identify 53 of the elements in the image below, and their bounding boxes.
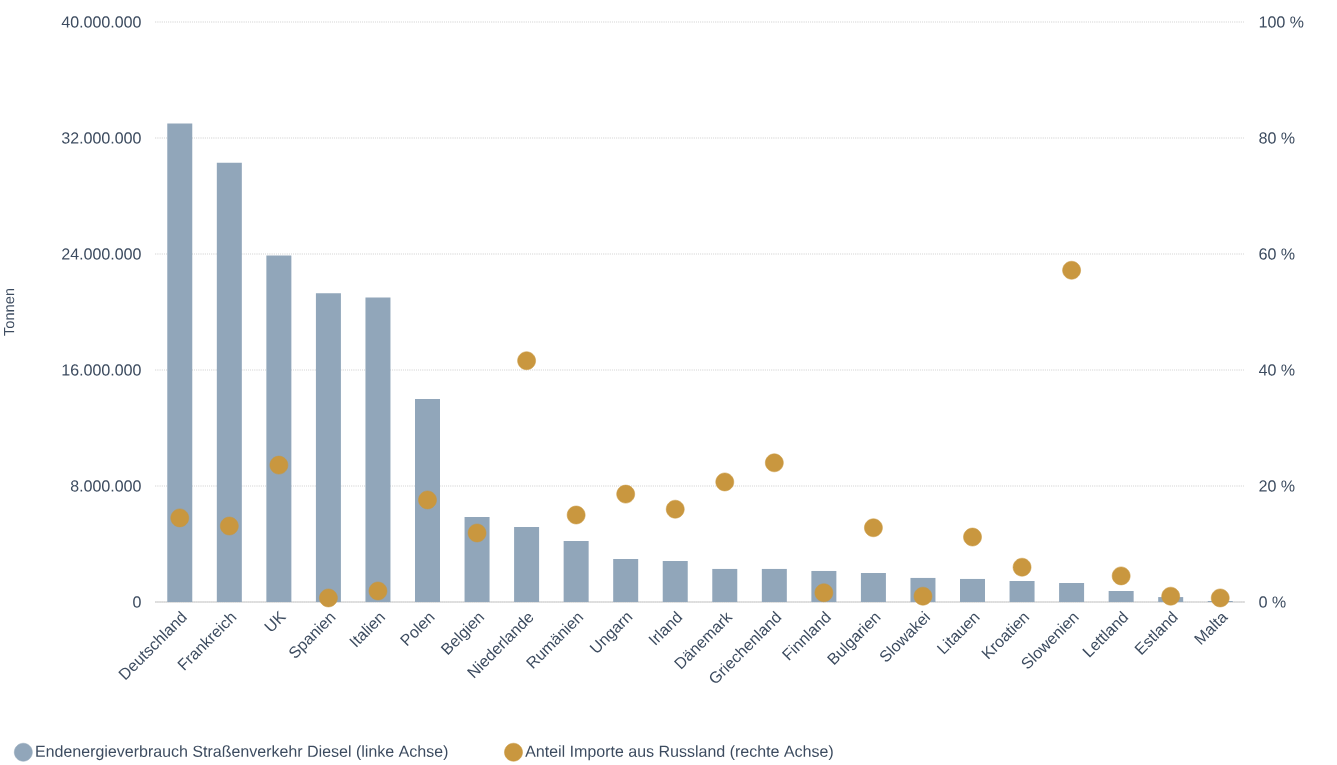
bar bbox=[613, 558, 639, 602]
y2-tick-label: 40 % bbox=[1258, 364, 1295, 376]
point bbox=[467, 523, 487, 543]
bar bbox=[216, 162, 242, 602]
point bbox=[1111, 566, 1131, 586]
bar bbox=[960, 578, 986, 602]
bar bbox=[1108, 590, 1134, 602]
point bbox=[170, 508, 190, 528]
legend-label: Anteil Importe aus Russland (rechte Achse) bbox=[525, 745, 833, 761]
x-tick-label: UK bbox=[264, 610, 287, 632]
y-tick-label: 0 bbox=[133, 596, 141, 608]
y-tick-label: 24.000.000 bbox=[62, 248, 141, 260]
point bbox=[517, 351, 536, 370]
bar bbox=[315, 293, 341, 602]
point bbox=[864, 518, 883, 538]
bar bbox=[365, 297, 391, 602]
point bbox=[319, 588, 338, 608]
point bbox=[220, 516, 239, 536]
point bbox=[1012, 557, 1032, 577]
y2-tick-label: 100 % bbox=[1259, 16, 1304, 28]
point bbox=[566, 505, 586, 525]
point bbox=[963, 527, 982, 547]
bar bbox=[514, 527, 540, 602]
y-tick-label: 32.000.000 bbox=[61, 132, 141, 144]
bar bbox=[167, 123, 193, 602]
point bbox=[418, 490, 437, 510]
y-tick-label: 40.000.000 bbox=[61, 16, 141, 28]
bar bbox=[712, 568, 738, 602]
point bbox=[765, 453, 784, 473]
bar bbox=[563, 541, 589, 602]
bar bbox=[761, 568, 787, 602]
y-axis-title: Tonnen bbox=[4, 288, 15, 336]
legend-label: Endenergieverbrauch Straßenverkehr Diesel (linke Achse) bbox=[36, 745, 448, 761]
point bbox=[616, 484, 635, 504]
point bbox=[1161, 586, 1180, 606]
point bbox=[368, 581, 388, 601]
point bbox=[1062, 260, 1081, 280]
point bbox=[269, 455, 289, 475]
y2-tick-label: 80 % bbox=[1259, 132, 1295, 144]
bar bbox=[1009, 580, 1035, 602]
point bbox=[665, 499, 685, 519]
point bbox=[715, 472, 735, 492]
y2-tick-label: 20 % bbox=[1259, 480, 1295, 492]
point bbox=[1210, 588, 1230, 608]
bar bbox=[860, 573, 886, 602]
y2-tick-label: 60 % bbox=[1259, 248, 1295, 260]
y2-tick-label: 0 % bbox=[1259, 596, 1286, 608]
bar bbox=[1059, 583, 1085, 602]
bar bbox=[415, 399, 441, 602]
y-tick-label: 16.000.000 bbox=[62, 364, 141, 376]
y-tick-label: 8.000.000 bbox=[70, 480, 141, 492]
bar bbox=[662, 560, 688, 602]
bar bbox=[266, 255, 292, 602]
